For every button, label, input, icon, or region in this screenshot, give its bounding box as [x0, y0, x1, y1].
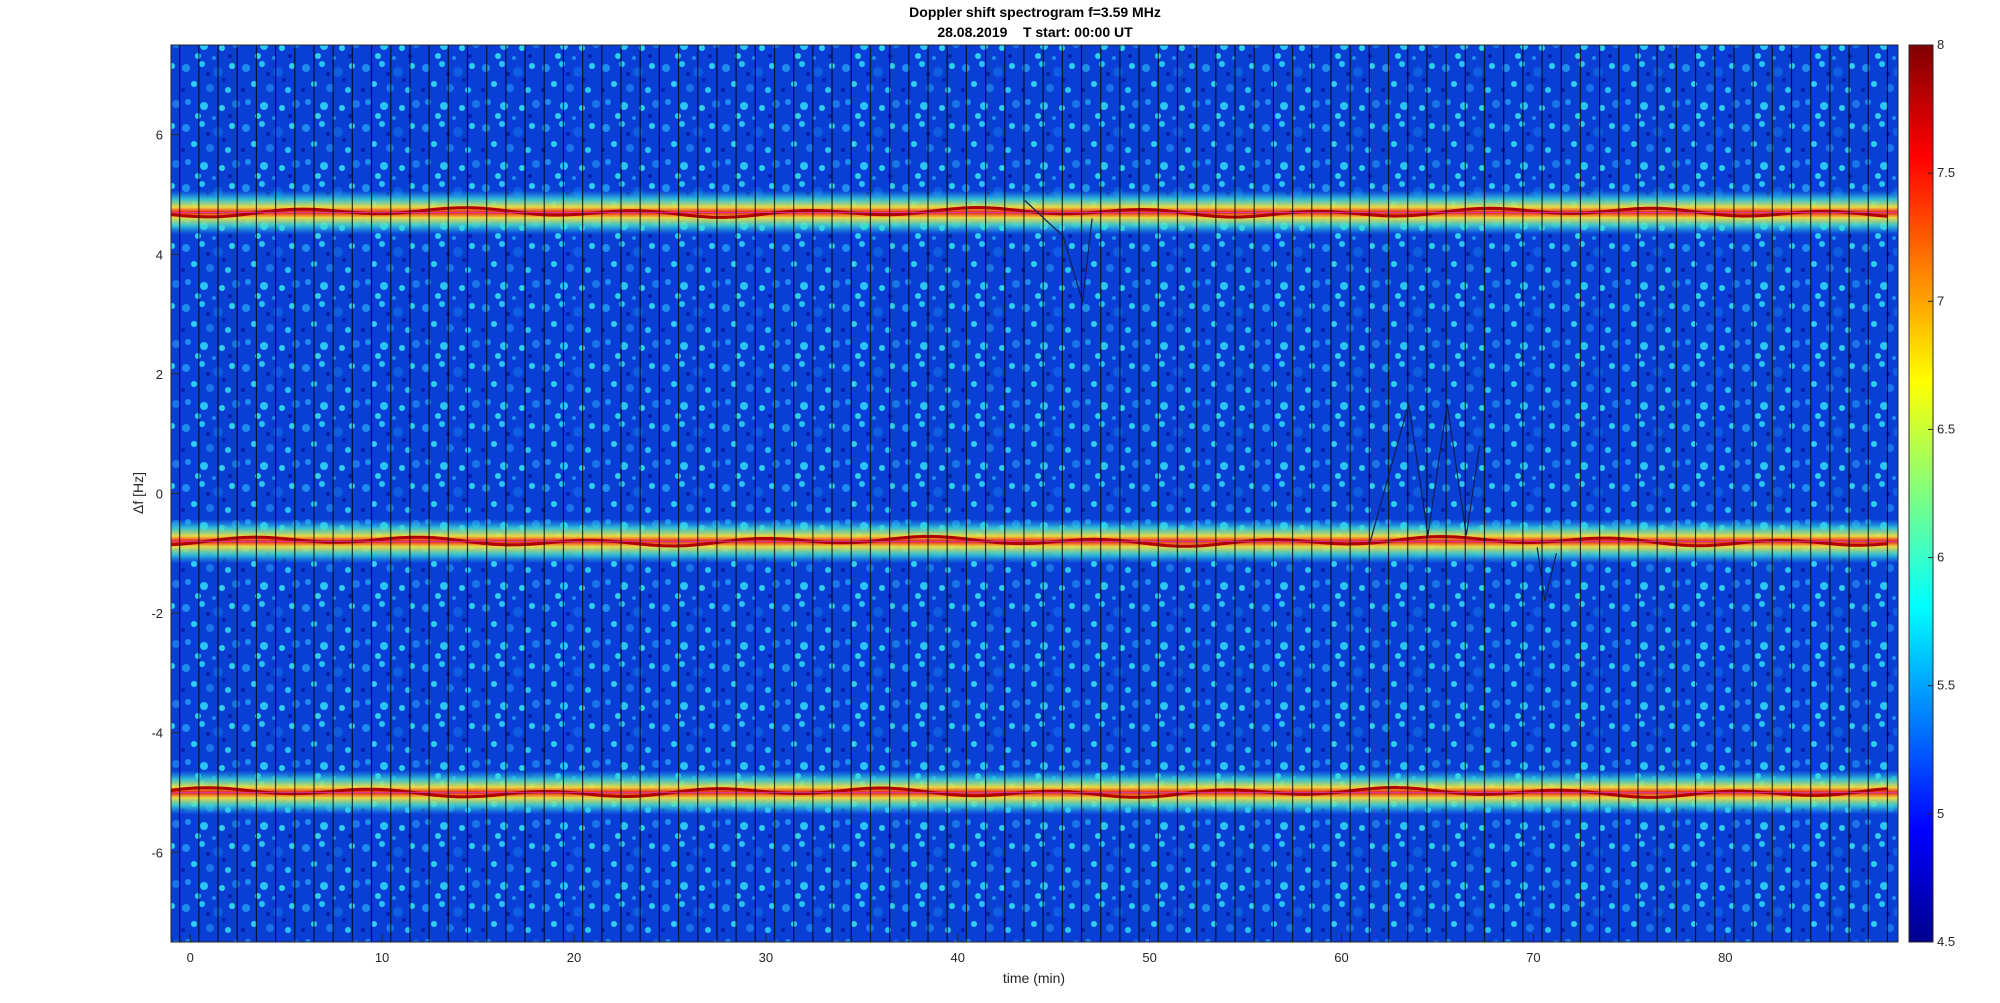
x-tick-label: 60	[1334, 950, 1348, 965]
x-tick-label: 0	[187, 950, 194, 965]
colorbar: 4.5 5 5.5 6 6.5 7 7.5 8	[1908, 37, 1955, 949]
x-tick-label: 70	[1526, 950, 1540, 965]
y-axis: -6 -4 -2 0 2 4 6	[151, 128, 179, 860]
y-tick-label: 0	[156, 487, 163, 502]
chart-title: Doppler shift spectrogram f=3.59 MHz	[909, 4, 1161, 20]
colorbar-tick-label: 7	[1937, 293, 1944, 308]
y-tick-label: 2	[156, 367, 163, 382]
x-tick-label: 30	[759, 950, 773, 965]
y-tick-label: -2	[151, 606, 163, 621]
x-axis: 0 10 20 30 40 50 60 70 80	[170, 44, 1899, 965]
x-tick-label: 10	[375, 950, 389, 965]
colorbar-gradient	[1908, 44, 1934, 943]
colorbar-tick-label: 8	[1937, 37, 1944, 52]
doppler-traces	[1024, 200, 1557, 602]
x-tick-label: 50	[1142, 950, 1156, 965]
y-tick-label: -6	[151, 845, 163, 860]
colorbar-tick-label: 4.5	[1937, 934, 1955, 949]
signal-band-center-0	[170, 205, 1888, 219]
x-tick-label: 80	[1718, 950, 1732, 965]
colorbar-tick-label: 6	[1937, 550, 1944, 565]
x-tick-label: 20	[567, 950, 581, 965]
signal-band-center-1	[170, 534, 1888, 548]
doppler-trace	[1369, 403, 1481, 542]
doppler-trace	[1536, 547, 1557, 602]
x-axis-label: time (min)	[1003, 970, 1065, 986]
chart-subtitle: 28.08.2019 T start: 00:00 UT	[937, 24, 1133, 40]
colorbar-tick-label: 5.5	[1937, 678, 1955, 693]
colorbar-tick-label: 5	[1937, 806, 1944, 821]
y-axis-label: Δf [Hz]	[130, 472, 146, 514]
colorbar-ticks: 4.5 5 5.5 6 6.5 7 7.5 8	[1928, 37, 1955, 949]
y-tick-label: -4	[151, 726, 163, 741]
colorbar-tick-label: 6.5	[1937, 421, 1955, 436]
y-tick-label: 6	[156, 128, 163, 143]
y-tick-label: 4	[156, 247, 163, 262]
segment-separators	[179, 45, 1889, 942]
doppler-trace	[1024, 200, 1093, 303]
signal-bands	[170, 190, 1898, 815]
plot-area	[170, 45, 1898, 942]
colorbar-tick-label: 7.5	[1937, 165, 1955, 180]
x-tick-label: 40	[951, 950, 965, 965]
